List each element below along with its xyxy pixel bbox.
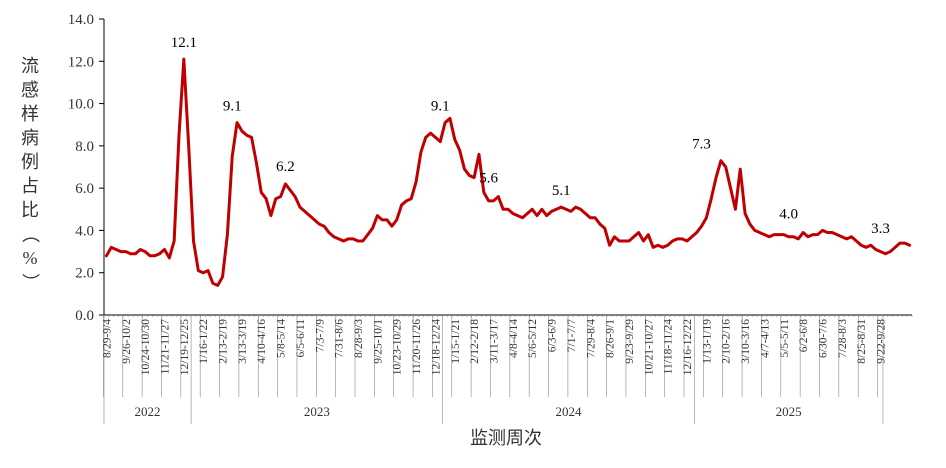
x-tick-label: 8/28-9/3 [353, 319, 365, 358]
y-title-char: （ [20, 225, 40, 243]
x-tick-label: 7/3-7/9 [314, 319, 326, 352]
y-title-char: 比 [21, 200, 39, 220]
x-tick-label: 9/22-9/28 [876, 319, 888, 364]
data-label: 7.3 [692, 137, 711, 153]
x-axis-title: 监测周次 [470, 428, 542, 448]
data-label: 5.1 [552, 183, 571, 199]
x-tick-label: 4/10-4/16 [256, 319, 268, 364]
x-tick-label: 1/15-1/21 [450, 319, 462, 364]
data-label: 6.2 [276, 159, 295, 175]
y-title-char: 样 [21, 104, 39, 124]
x-tick-label: 11/18-11/24 [663, 319, 675, 375]
y-tick-label: 2.0 [75, 266, 94, 282]
year-label: 2024 [555, 404, 582, 419]
x-tick-label: 11/20-11/26 [411, 319, 423, 375]
y-title-char: 流 [21, 56, 39, 76]
year-label: 2023 [304, 404, 330, 419]
x-tick-label: 12/18-12/24 [430, 319, 442, 375]
x-tick-label: 10/23-10/29 [392, 319, 404, 375]
x-tick-label: 8/26-9/1 [605, 319, 617, 358]
x-tick-label: 1/13-1/19 [701, 319, 713, 364]
y-tick-label: 12.0 [68, 54, 94, 70]
data-label: 12.1 [171, 35, 197, 51]
x-tick-label: 10/24-10/30 [140, 319, 152, 375]
x-tick-label: 8/25-8/31 [856, 319, 868, 364]
x-tick-label: 4/7-4/13 [759, 319, 771, 358]
x-tick-label: 6/3-6/9 [547, 319, 559, 352]
x-tick-label: 7/28-8/3 [837, 319, 849, 358]
y-title-char: 病 [21, 128, 39, 148]
series-group [104, 57, 912, 287]
x-tick-label: 5/5-5/11 [779, 319, 791, 358]
x-tick-label: 2/12-2/18 [469, 319, 481, 364]
y-tick-label: 10.0 [68, 97, 94, 113]
x-tick-label: 7/31-8/6 [334, 319, 346, 358]
year-label: 2022 [135, 404, 161, 419]
x-tick-label: 3/11-3/17 [488, 319, 500, 364]
data-label: 9.1 [431, 99, 450, 115]
y-tick-label: 8.0 [75, 139, 94, 155]
data-label: 3.3 [871, 221, 890, 237]
x-tick-label: 11/21-11/27 [159, 319, 171, 375]
y-tick-label: 0.0 [75, 308, 94, 324]
year-label: 2025 [776, 404, 802, 419]
y-title-char: 感 [21, 80, 39, 100]
y-axis: 0.0 2.0 4.0 6.0 8.0 10.0 12.0 14.0 [68, 12, 105, 324]
x-tick-label: 2/13-2/19 [218, 319, 230, 364]
data-label: 5.6 [479, 171, 498, 187]
x-tick-label: 6/30-7/6 [817, 319, 829, 358]
data-label: 9.1 [223, 99, 242, 115]
x-tick-label: 6/5-6/11 [295, 319, 307, 358]
x-tick-label: 12/16-12/22 [682, 319, 694, 375]
data-labels: 12.1 9.1 6.2 9.1 5.6 5.1 7.3 4.0 3.3 [171, 35, 890, 237]
x-tick-label: 1/16-1/22 [198, 319, 210, 364]
x-tick-label: 8/29-9/4 [101, 319, 113, 358]
x-tick-label: 9/26-10/2 [121, 319, 133, 364]
x-tick-label: 6/2-6/8 [798, 319, 810, 352]
y-title-char: 例 [21, 152, 39, 172]
x-tick-label: 4/8-4/14 [508, 319, 520, 358]
x-tick-label: 5/8-5/14 [276, 319, 288, 358]
x-tick-label: 9/25-10/1 [372, 319, 384, 364]
y-tick-label: 4.0 [75, 223, 94, 239]
y-title-char: ） [20, 273, 40, 291]
x-tick-label: 3/10-3/16 [740, 319, 752, 364]
data-label: 4.0 [779, 206, 798, 222]
x-tick-label: 7/29-8/4 [585, 319, 597, 358]
y-tick-label: 6.0 [75, 181, 94, 197]
x-tick-label: 7/1-7/7 [566, 319, 578, 352]
y-title-char: % [23, 248, 38, 268]
x-axis: 8/29-9/4 9/26-10/2 10/24-10/30 11/21-11/27 1… [101, 314, 913, 424]
x-tick-label: 2/10-2/16 [721, 319, 733, 364]
series-line [104, 57, 912, 287]
x-tick-label: 12/19-12/25 [179, 319, 191, 375]
y-title-char: 占 [21, 176, 39, 196]
x-tick-label: 9/23-9/29 [624, 319, 636, 364]
y-tick-label: 14.0 [68, 12, 94, 28]
x-tick-label: 3/13-3/19 [237, 319, 249, 364]
x-tick-label: 5/6-5/12 [527, 319, 539, 358]
x-tick-label: 10/21-10/27 [643, 319, 655, 375]
